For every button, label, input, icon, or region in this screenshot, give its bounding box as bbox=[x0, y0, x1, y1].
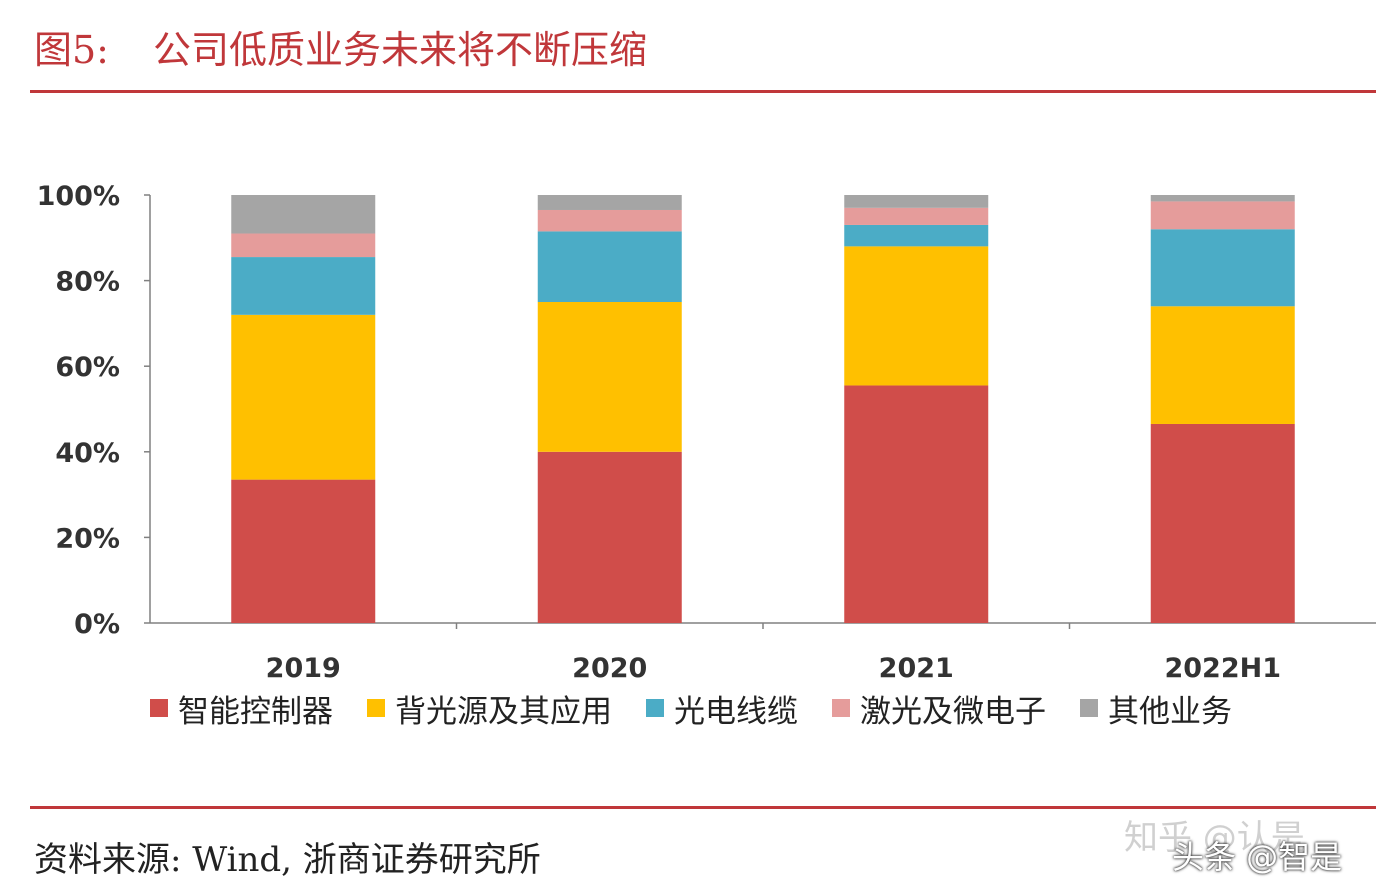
x-tick-label: 2022H1 bbox=[1164, 653, 1281, 684]
y-tick-label: 100% bbox=[37, 181, 120, 212]
legend-label: 背光源及其应用 bbox=[395, 693, 612, 730]
legend-item: 光电线缆 bbox=[646, 686, 798, 731]
watermark-zhihu: 知乎 @认是 bbox=[1124, 818, 1305, 858]
legend-label: 智能控制器 bbox=[178, 693, 333, 730]
bar-2019-series-5 bbox=[231, 195, 376, 234]
x-tick-label: 2019 bbox=[266, 653, 341, 684]
figure-number: 图5: bbox=[34, 27, 109, 72]
bar-2022h1-series-4 bbox=[1150, 201, 1295, 230]
bar-2020-series-3 bbox=[537, 231, 682, 302]
bar-2021-series-5 bbox=[844, 195, 989, 208]
legend-label: 光电线缆 bbox=[674, 693, 798, 730]
legend-item: 背光源及其应用 bbox=[367, 686, 612, 731]
bar-2021-series-1 bbox=[844, 385, 989, 623]
x-tick-label: 2021 bbox=[879, 653, 954, 684]
y-tick-label: 20% bbox=[55, 523, 120, 554]
legend-item: 智能控制器 bbox=[150, 686, 333, 731]
bar-2022h1-series-3 bbox=[1150, 229, 1295, 307]
figure-title-text: 公司低质业务未来将不断压缩 bbox=[152, 27, 647, 72]
watermark-toutiao: 头条 @智是 bbox=[1172, 838, 1343, 876]
legend-swatch bbox=[150, 699, 168, 717]
bar-2022h1-series-2 bbox=[1150, 306, 1295, 424]
bar-2021-series-4 bbox=[844, 207, 989, 225]
bar-2021-series-2 bbox=[844, 246, 989, 386]
bar-2020-series-1 bbox=[537, 451, 682, 623]
legend-item: 激光及微电子 bbox=[832, 686, 1046, 731]
legend-label: 激光及微电子 bbox=[860, 693, 1046, 730]
bar-2021-series-3 bbox=[844, 224, 989, 247]
bar-2019-series-3 bbox=[231, 257, 376, 315]
y-tick-label: 80% bbox=[55, 267, 120, 298]
legend-label: 其他业务 bbox=[1108, 693, 1232, 730]
y-tick-label: 60% bbox=[55, 352, 120, 383]
bar-2022h1-series-1 bbox=[1150, 423, 1295, 623]
bar-2019-series-4 bbox=[231, 233, 376, 258]
x-tick-label: 2020 bbox=[572, 653, 647, 684]
bar-2020-series-5 bbox=[537, 195, 682, 210]
stacked-bar-chart: 0% 20% 40% 60% 80% 100% 2019 2020 2021 2022H1 bbox=[37, 181, 1376, 684]
y-tick-label: 0% bbox=[74, 609, 120, 640]
legend-item: 其他业务 bbox=[1080, 686, 1232, 731]
legend-swatch bbox=[1080, 699, 1098, 717]
legend-swatch bbox=[832, 699, 850, 717]
bar-2020-series-4 bbox=[537, 209, 682, 232]
legend-swatch bbox=[646, 699, 664, 717]
bar-2019-series-1 bbox=[231, 479, 376, 623]
bar-2020-series-2 bbox=[537, 302, 682, 452]
y-tick-label: 40% bbox=[55, 438, 120, 469]
figure-title: 图5: 公司低质业务未来将不断压缩 bbox=[34, 16, 647, 76]
bar-2019-series-2 bbox=[231, 314, 376, 480]
source-note: 资料来源: Wind, 浙商证券研究所 bbox=[34, 839, 541, 880]
bar-2022h1-series-5 bbox=[1150, 195, 1295, 202]
bottom-divider bbox=[30, 806, 1376, 809]
chart-legend: 智能控制器 背光源及其应用 光电线缆 激光及微电子 其他业务 bbox=[150, 686, 1232, 730]
legend-swatch bbox=[367, 699, 385, 717]
top-divider bbox=[30, 90, 1376, 93]
